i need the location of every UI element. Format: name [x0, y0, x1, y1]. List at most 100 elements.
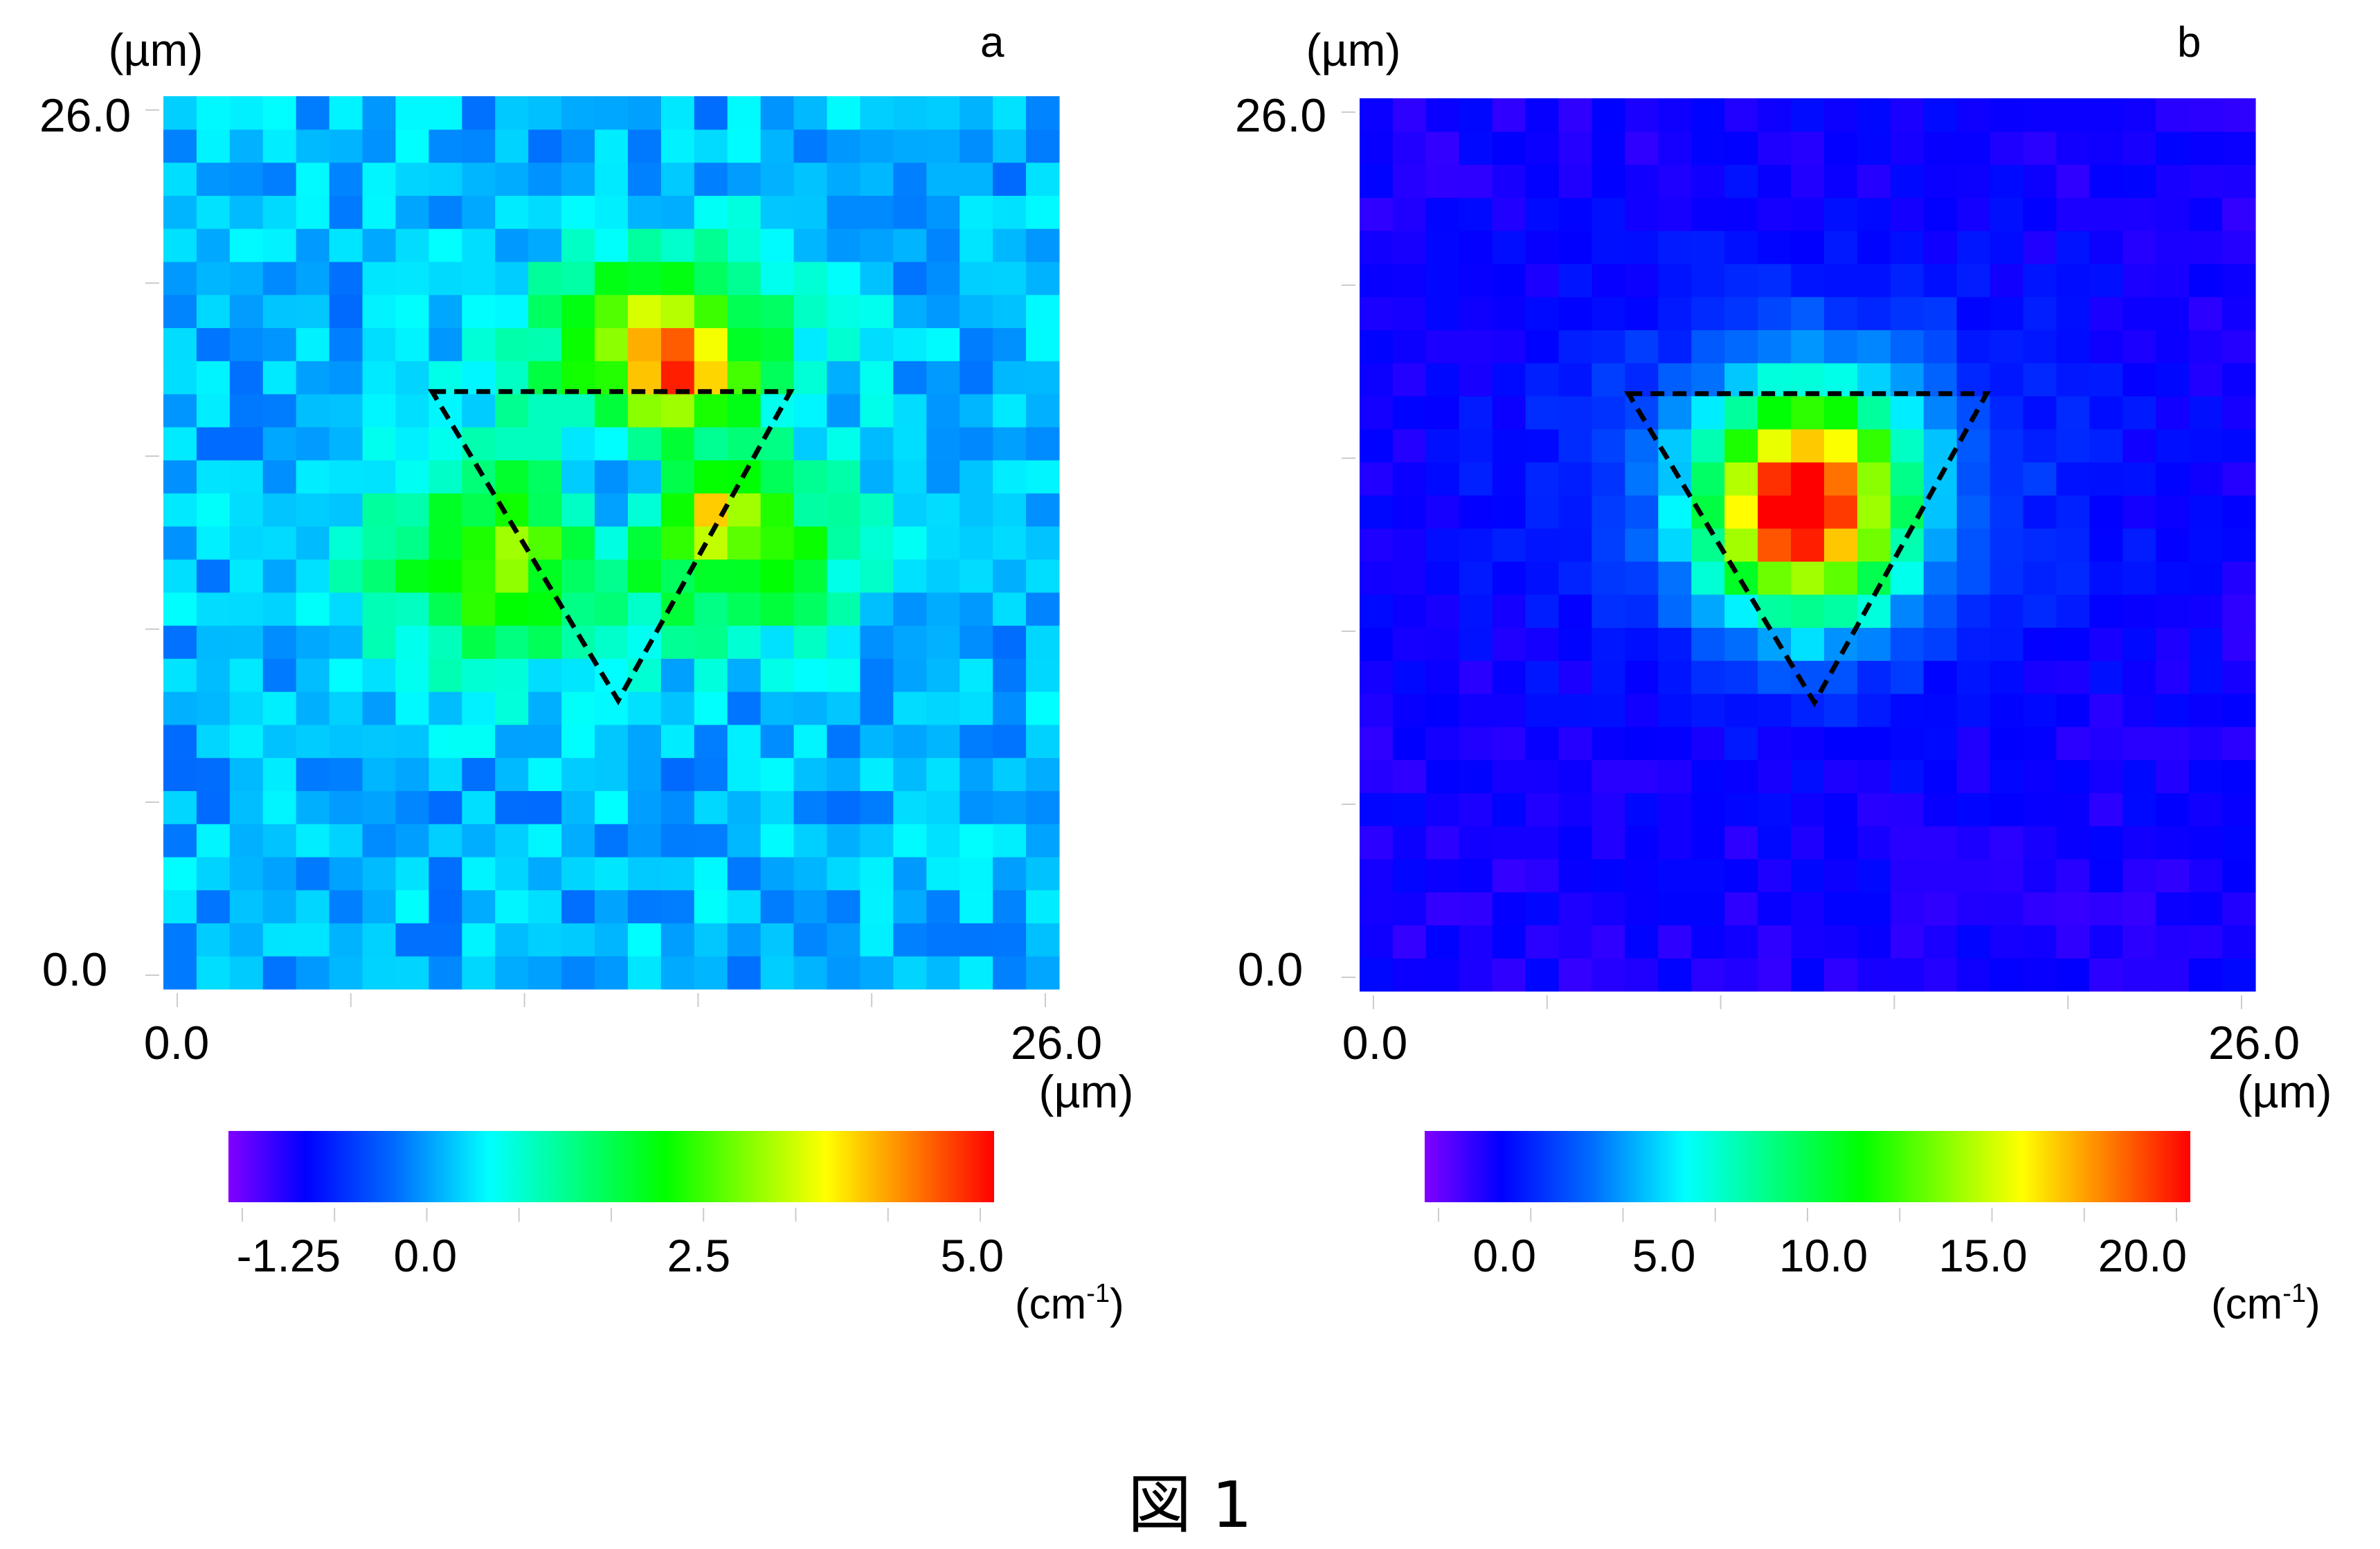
heatmap-cell	[860, 426, 894, 461]
heatmap-cell	[1392, 197, 1427, 231]
heatmap-cell	[1990, 296, 2024, 331]
heatmap-cell	[1658, 495, 1692, 529]
heatmap-cell	[959, 261, 993, 296]
heatmap-cell	[1791, 164, 1825, 198]
heatmap-cell	[2222, 98, 2256, 132]
heatmap-cell	[926, 195, 960, 229]
heatmap-cell	[2023, 694, 2057, 727]
heatmap-cell	[329, 956, 363, 990]
heatmap-cell	[694, 559, 728, 593]
heatmap-cell	[2089, 925, 2123, 959]
heatmap-cell	[395, 294, 430, 329]
heatmap-cell	[329, 228, 363, 262]
heatmap-cell	[1658, 826, 1692, 860]
heatmap-cell	[2056, 726, 2090, 761]
heatmap-cell	[2023, 759, 2057, 793]
heatmap-cell	[993, 559, 1027, 593]
heatmap-cell	[296, 294, 330, 329]
heatmap-cell	[196, 394, 231, 428]
heatmap-cell	[462, 426, 496, 461]
heatmap-cell	[196, 493, 231, 527]
heatmap-cell	[1558, 296, 1593, 331]
heatmap-cell	[1691, 925, 1725, 959]
heatmap-cell	[2056, 164, 2090, 198]
heatmap-cell	[1857, 925, 1891, 959]
heatmap-cell	[296, 658, 330, 692]
heatmap-cell	[2089, 792, 2123, 826]
heatmap-cell	[727, 261, 761, 296]
heatmap-cell	[1026, 460, 1060, 493]
heatmap-cell	[362, 592, 397, 626]
heatmap-cell	[1492, 726, 1526, 761]
heatmap-cell	[395, 228, 430, 262]
heatmap-cell	[329, 460, 363, 493]
heatmap-cell	[694, 394, 728, 428]
heatmap-cell	[860, 923, 894, 957]
heatmap-cell	[462, 856, 496, 891]
heatmap-cell	[959, 426, 993, 461]
heatmap-cell	[1823, 858, 1858, 893]
heatmap-cell	[1990, 528, 2024, 562]
heatmap-cell	[1990, 428, 2024, 463]
heatmap-cell	[2122, 759, 2156, 793]
heatmap-cell	[2089, 958, 2123, 992]
heatmap-cell	[1956, 858, 1991, 893]
heatmap-cell	[395, 790, 430, 824]
heatmap-cell	[1525, 759, 1560, 793]
heatmap-cell	[2023, 627, 2057, 661]
heatmap-cell	[1492, 230, 1526, 264]
heatmap-cell	[1691, 396, 1725, 430]
heatmap-cell	[462, 889, 496, 924]
heatmap-cell	[196, 691, 231, 725]
heatmap-cell	[1890, 363, 1924, 397]
heatmap-cell	[1492, 627, 1526, 661]
heatmap-cell	[1956, 263, 1991, 298]
heatmap-cell	[694, 294, 728, 329]
heatmap-cell	[163, 790, 197, 824]
heatmap-cell	[660, 361, 695, 395]
heatmap-cell	[1625, 858, 1659, 893]
heatmap-cell	[760, 691, 795, 725]
heatmap-cell	[1492, 131, 1526, 165]
heatmap-cell	[1558, 230, 1593, 264]
heatmap-cell	[1890, 428, 1924, 463]
heatmap-cell	[827, 691, 861, 725]
heatmap-cell	[1691, 759, 1725, 793]
heatmap-cell	[926, 923, 960, 957]
heatmap-cell	[1857, 759, 1891, 793]
heatmap-cell	[561, 824, 595, 858]
heatmap-cell	[793, 195, 828, 229]
heatmap-cell	[1956, 660, 1991, 694]
heatmap-cell	[993, 493, 1027, 527]
heatmap-cell	[462, 129, 496, 163]
heatmap-cell	[1758, 197, 1792, 231]
heatmap-cell	[1525, 858, 1560, 893]
heatmap-cell	[1823, 759, 1858, 793]
heatmap-cell	[329, 261, 363, 296]
heatmap-cell	[827, 526, 861, 560]
heatmap-cell	[1758, 858, 1792, 893]
heatmap-cell	[362, 956, 397, 990]
heatmap-cell	[2156, 296, 2190, 331]
heatmap-cell	[1360, 396, 1394, 430]
heatmap-cell	[1758, 759, 1792, 793]
heatmap-cell	[1956, 826, 1991, 860]
heatmap-cell	[1990, 495, 2024, 529]
heatmap-cell	[1823, 462, 1858, 496]
heatmap-cell	[760, 559, 795, 593]
heatmap-cell	[1791, 197, 1825, 231]
heatmap-cells	[1360, 98, 2256, 992]
heatmap-cell	[793, 526, 828, 560]
heatmap-cell	[694, 691, 728, 725]
heatmap-cell	[1857, 296, 1891, 331]
colorbar-ticks	[242, 1208, 981, 1222]
heatmap-cell	[1459, 296, 1493, 331]
heatmap-cell	[429, 559, 462, 593]
heatmap-cell	[1558, 263, 1593, 298]
heatmap-cell	[495, 824, 529, 858]
heatmap-cell	[1392, 230, 1427, 264]
heatmap-cell	[561, 426, 595, 461]
heatmap-cell	[595, 691, 629, 725]
heatmap-cell	[1592, 363, 1626, 397]
heatmap-cell	[462, 162, 496, 196]
